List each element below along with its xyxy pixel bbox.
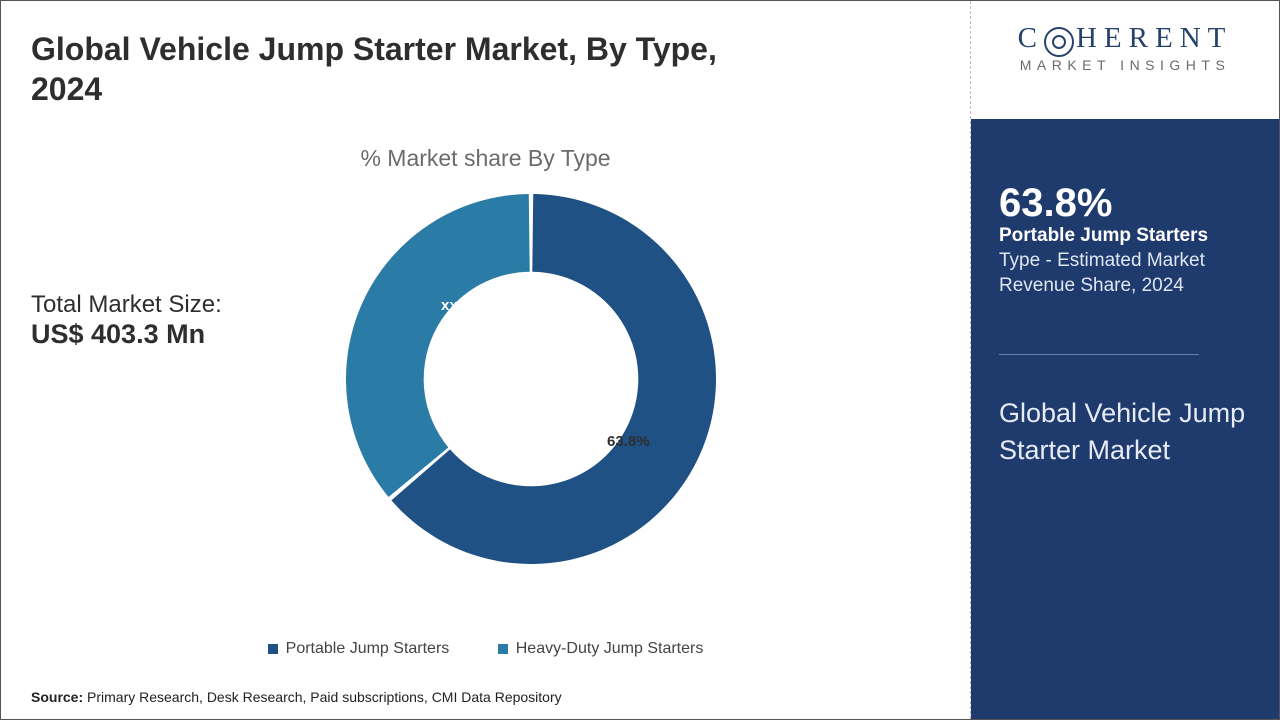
stat-percent: 63.8% [999,183,1251,223]
slice-1 [346,194,530,497]
slice-label-portable: 63.8% [607,433,650,450]
source-text: Primary Research, Desk Research, Paid su… [83,689,562,705]
legend: Portable Jump Starters Heavy-Duty Jump S… [1,640,970,659]
legend-swatch-heavy [498,644,508,654]
side-panel-title: Global Vehicle Jump Starter Market [999,395,1251,468]
logo-line2: MARKET INSIGHTS [1018,58,1233,73]
sidebar: CHERENT MARKET INSIGHTS 63.8% Portable J… [971,1,1279,719]
logo-line1: CHERENT [1018,23,1233,55]
donut-svg [341,189,721,569]
total-market-box: Total Market Size: US$ 403.3 Mn [31,291,222,350]
divider [999,354,1199,355]
source-line: Source: Primary Research, Desk Research,… [31,689,562,705]
donut-chart [341,189,721,569]
legend-label-portable: Portable Jump Starters [286,640,450,658]
chart-subtitle: % Market share By Type [1,145,970,172]
logo-zone: CHERENT MARKET INSIGHTS [971,1,1279,119]
slice-label-heavy: xx.x% [441,297,484,314]
logo-text-1: HERENT [1076,22,1232,54]
main-area: Global Vehicle Jump Starter Market, By T… [1,1,971,719]
logo-ring-icon: C [1018,22,1076,54]
side-panel: 63.8% Portable Jump Starters Type - Esti… [971,119,1279,719]
report-title: Global Vehicle Jump Starter Market, By T… [31,29,751,109]
source-prefix: Source: [31,689,83,705]
stat-description: Type - Estimated Market Revenue Share, 2… [999,249,1251,298]
stat-name: Portable Jump Starters [999,225,1251,247]
legend-item-heavy: Heavy-Duty Jump Starters [498,640,704,658]
brand-logo: CHERENT MARKET INSIGHTS [1018,23,1233,73]
total-market-value: US$ 403.3 Mn [31,319,222,350]
legend-label-heavy: Heavy-Duty Jump Starters [516,640,704,658]
legend-item-portable: Portable Jump Starters [268,640,450,658]
report-frame: Global Vehicle Jump Starter Market, By T… [0,0,1280,720]
total-market-label: Total Market Size: [31,291,222,319]
legend-swatch-portable [268,644,278,654]
